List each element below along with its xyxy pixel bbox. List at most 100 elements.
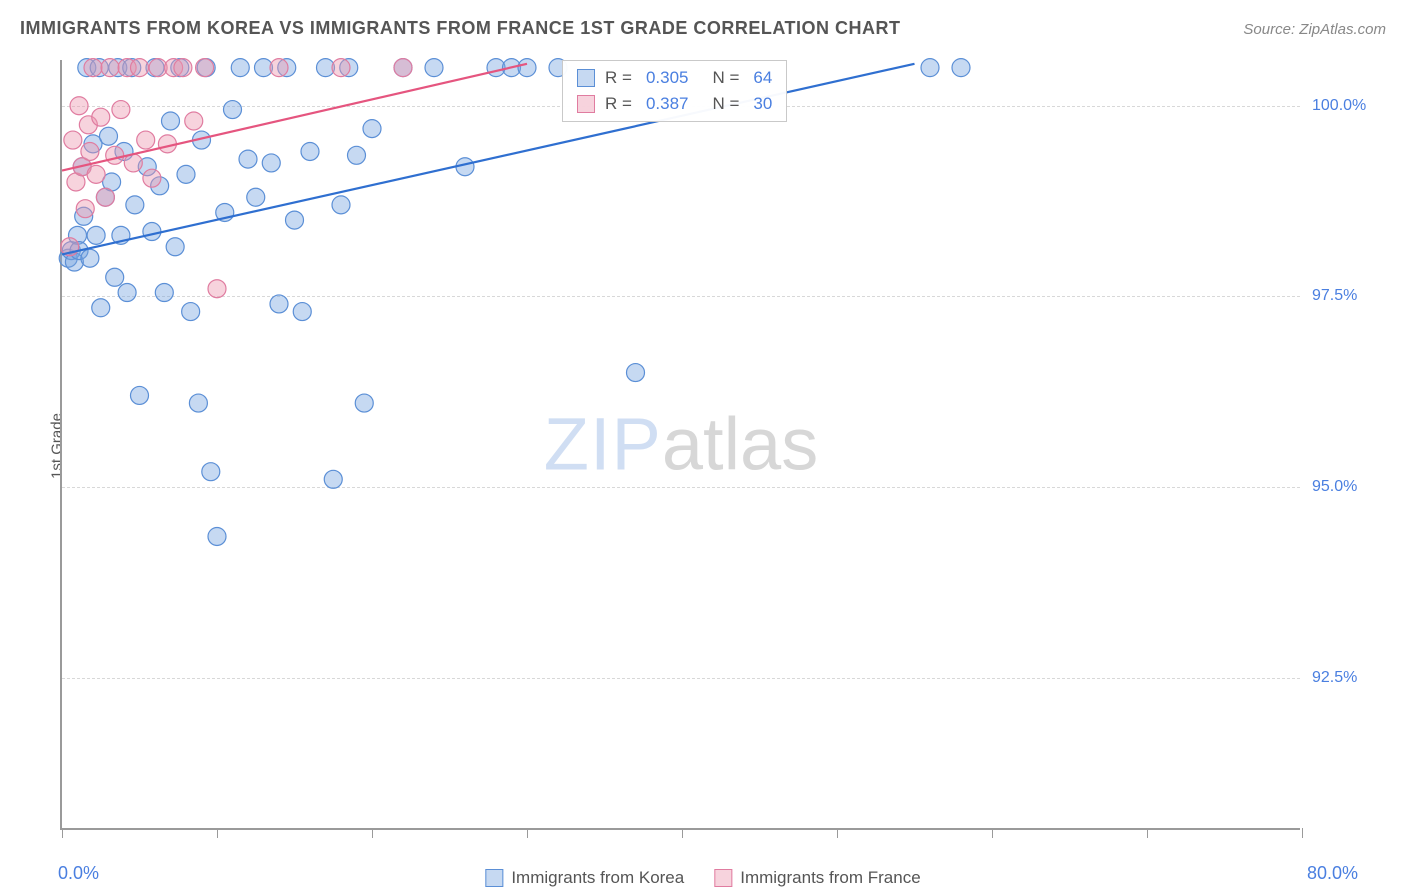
title-bar: IMMIGRANTS FROM KOREA VS IMMIGRANTS FROM… <box>20 18 1386 39</box>
stat-r-label: R = <box>605 68 632 88</box>
correlation-stats-box: R = 0.305 N = 64 R = 0.387 N = 30 <box>562 60 787 122</box>
data-point <box>394 59 412 77</box>
data-point <box>84 59 102 77</box>
x-tick <box>1147 828 1148 838</box>
legend-label-korea: Immigrants from Korea <box>511 868 684 888</box>
data-point <box>131 59 149 77</box>
data-point <box>293 303 311 321</box>
data-point <box>185 112 203 130</box>
data-point <box>126 196 144 214</box>
data-point <box>182 303 200 321</box>
x-tick <box>1302 828 1303 838</box>
y-tick-label: 100.0% <box>1312 97 1392 115</box>
data-point <box>202 463 220 481</box>
trend-line <box>62 64 527 171</box>
stats-swatch <box>577 69 595 87</box>
x-tick <box>527 828 528 838</box>
y-tick-label: 97.5% <box>1312 287 1392 305</box>
data-point <box>286 211 304 229</box>
legend-label-france: Immigrants from France <box>740 868 920 888</box>
data-point <box>70 97 88 115</box>
source-prefix: Source: <box>1243 21 1299 38</box>
data-point <box>208 527 226 545</box>
data-point <box>166 238 184 256</box>
legend: Immigrants from Korea Immigrants from Fr… <box>485 868 920 888</box>
data-point <box>270 295 288 313</box>
data-point <box>81 249 99 267</box>
stats-row: R = 0.387 N = 30 <box>563 91 786 117</box>
data-point <box>332 59 350 77</box>
data-point <box>177 165 195 183</box>
scatter-plot-svg <box>62 60 1300 828</box>
data-point <box>952 59 970 77</box>
data-point <box>92 108 110 126</box>
data-point <box>101 59 119 77</box>
data-point <box>301 142 319 160</box>
data-point <box>324 470 342 488</box>
legend-item-korea: Immigrants from Korea <box>485 868 684 888</box>
chart-title: IMMIGRANTS FROM KOREA VS IMMIGRANTS FROM… <box>20 18 900 39</box>
x-axis-min-label: 0.0% <box>58 863 99 884</box>
y-tick-label: 95.0% <box>1312 478 1392 496</box>
data-point <box>196 59 214 77</box>
data-point <box>363 120 381 138</box>
legend-swatch-france <box>714 869 732 887</box>
x-tick <box>837 828 838 838</box>
data-point <box>239 150 257 168</box>
data-point <box>208 280 226 298</box>
data-point <box>81 142 99 160</box>
data-point <box>118 284 136 302</box>
data-point <box>96 188 114 206</box>
data-point <box>348 146 366 164</box>
data-point <box>518 59 536 77</box>
data-point <box>131 386 149 404</box>
data-point <box>224 101 242 119</box>
data-point <box>143 223 161 241</box>
x-tick <box>62 828 63 838</box>
stat-n-value: 30 <box>753 94 772 114</box>
data-point <box>137 131 155 149</box>
data-point <box>143 169 161 187</box>
stat-n-value: 64 <box>753 68 772 88</box>
data-point <box>92 299 110 317</box>
stat-n-label: N = <box>712 94 739 114</box>
stats-row: R = 0.305 N = 64 <box>563 65 786 91</box>
data-point <box>425 59 443 77</box>
data-point <box>87 165 105 183</box>
data-point <box>64 131 82 149</box>
stat-r-label: R = <box>605 94 632 114</box>
data-point <box>332 196 350 214</box>
stat-r-value: 0.387 <box>646 94 689 114</box>
data-point <box>270 59 288 77</box>
source-attribution: Source: ZipAtlas.com <box>1243 21 1386 38</box>
legend-swatch-korea <box>485 869 503 887</box>
data-point <box>106 268 124 286</box>
data-point <box>155 284 173 302</box>
plot-area: 92.5%95.0%97.5%100.0% ZIPatlas R =0.305N… <box>60 60 1300 830</box>
x-axis-max-label: 80.0% <box>1307 863 1358 884</box>
data-point <box>262 154 280 172</box>
y-tick-label: 92.5% <box>1312 669 1392 687</box>
stats-swatch <box>577 95 595 113</box>
x-tick <box>372 828 373 838</box>
data-point <box>627 364 645 382</box>
data-point <box>247 188 265 206</box>
data-point <box>189 394 207 412</box>
data-point <box>355 394 373 412</box>
data-point <box>231 59 249 77</box>
x-tick <box>682 828 683 838</box>
data-point <box>106 146 124 164</box>
x-tick <box>217 828 218 838</box>
data-point <box>112 101 130 119</box>
data-point <box>100 127 118 145</box>
legend-item-france: Immigrants from France <box>714 868 920 888</box>
data-point <box>162 112 180 130</box>
stat-n-label: N = <box>712 68 739 88</box>
x-tick <box>992 828 993 838</box>
stat-r-value: 0.305 <box>646 68 689 88</box>
data-point <box>921 59 939 77</box>
data-point <box>87 226 105 244</box>
data-point <box>76 200 94 218</box>
data-point <box>174 59 192 77</box>
source-name: ZipAtlas.com <box>1299 21 1386 38</box>
